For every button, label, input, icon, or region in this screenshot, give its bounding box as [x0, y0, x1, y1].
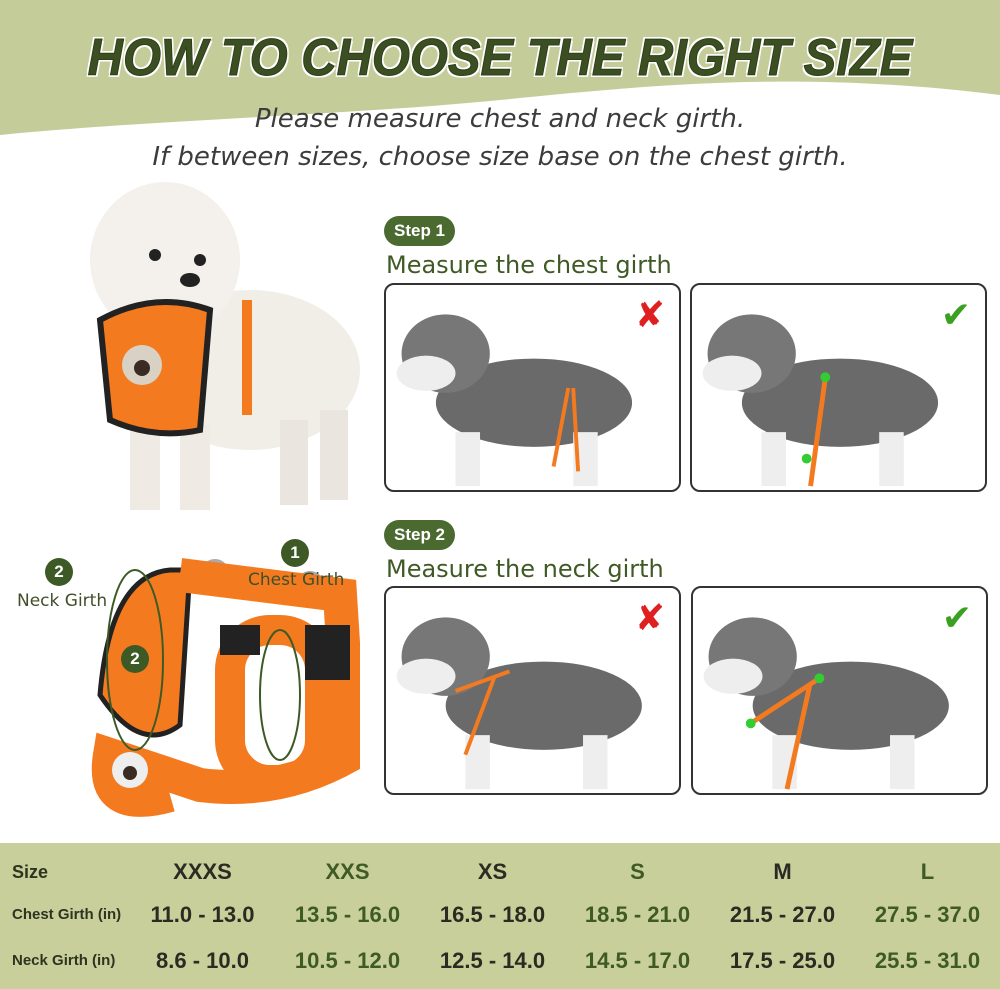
step-2-badge: Step 2	[384, 520, 456, 550]
neck-cell: 17.5 - 25.0	[729, 948, 836, 973]
header-background	[0, 0, 1000, 135]
neck-girth-row: Neck Girth (in) 8.6 - 10.0 10.5 - 12.0 1…	[0, 943, 1000, 979]
neck-wrong-photo: ✘	[384, 586, 681, 795]
chest-cell: 21.5 - 27.0	[729, 902, 836, 927]
size-chart-table: Size XXXS XXS XS S M L Chest Girth (in) …	[0, 843, 1000, 989]
size-cell: XS	[477, 859, 508, 884]
subtitle-line-1: Please measure chest and neck girth.	[254, 104, 746, 134]
right-check-icon: ✔	[941, 598, 972, 639]
neck-cell: 14.5 - 17.0	[584, 948, 691, 973]
chest-wrong-photo: ✘	[384, 283, 681, 492]
neck-cell: 12.5 - 14.0	[439, 948, 546, 973]
subtitle-line-2: If between sizes, choose size base on th…	[152, 142, 848, 172]
wrong-x-icon: ✘	[634, 295, 665, 336]
step-1-title: Measure the chest girth	[386, 251, 672, 279]
size-cell: L	[920, 859, 935, 884]
neck-cell: 8.6 - 10.0	[156, 948, 249, 973]
neck-cell: 10.5 - 12.0	[294, 948, 401, 973]
harness-neck-number: 2	[121, 645, 149, 673]
size-row: Size XXXS XXS XS S M L	[0, 857, 1000, 887]
neck-girth-header: Neck Girth (in)	[12, 952, 116, 969]
neck-girth-label: Neck Girth	[17, 591, 108, 611]
chest-girth-label: Chest Girth	[248, 570, 345, 590]
size-cell: XXXS	[173, 859, 232, 884]
size-cell: XXS	[325, 859, 370, 884]
chest-right-photo: ✔	[690, 283, 987, 492]
size-header: Size	[12, 862, 49, 882]
size-cell: M	[773, 859, 792, 884]
harness-product-photo	[91, 558, 360, 817]
chest-cell: 13.5 - 16.0	[294, 902, 401, 927]
chest-girth-header: Chest Girth (in)	[12, 906, 122, 923]
chest-girth-number: 1	[281, 539, 309, 567]
chest-cell: 27.5 - 37.0	[874, 902, 981, 927]
wrong-x-icon: ✘	[634, 598, 665, 639]
dog-wearing-harness-photo	[90, 182, 360, 510]
chest-girth-row: Chest Girth (in) 11.0 - 13.0 13.5 - 16.0…	[0, 897, 1000, 933]
size-cell: S	[630, 859, 645, 884]
page-title: HOW TO CHOOSE THE RIGHT SIZE	[87, 29, 913, 88]
neck-girth-number: 2	[45, 558, 73, 586]
step-2-title: Measure the neck girth	[386, 555, 664, 583]
chest-cell: 18.5 - 21.0	[584, 902, 691, 927]
chest-cell: 16.5 - 18.0	[439, 902, 546, 927]
chest-cell: 11.0 - 13.0	[150, 902, 255, 927]
right-check-icon: ✔	[940, 295, 971, 336]
neck-right-photo: ✔	[691, 586, 988, 795]
neck-cell: 25.5 - 31.0	[874, 948, 981, 973]
step-1-badge: Step 1	[384, 216, 456, 246]
